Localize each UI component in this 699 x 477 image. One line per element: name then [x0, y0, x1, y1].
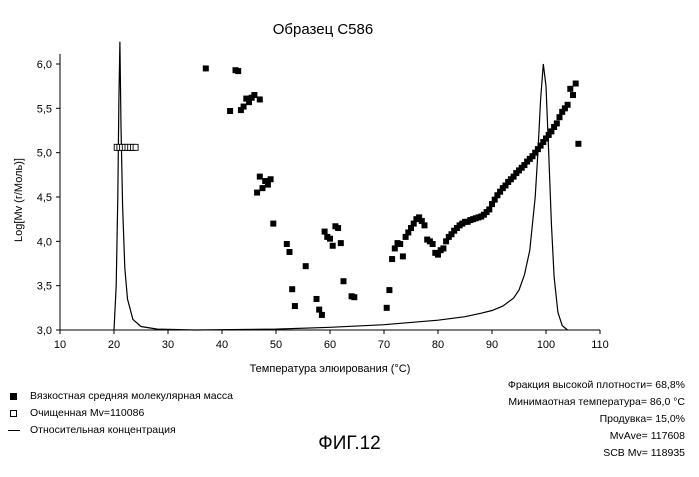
legend: Вязкостная средняя молекулярная масса Оч… [8, 388, 233, 439]
viscosity-point [384, 305, 390, 311]
viscosity-point [430, 241, 436, 247]
concentration-line [114, 42, 568, 330]
viscosity-point [389, 256, 395, 262]
x-tick-label: 10 [54, 339, 66, 351]
viscosity-point [567, 86, 573, 92]
legend-item-viscosity: Вязкостная средняя молекулярная масса [8, 388, 233, 405]
x-tick-label: 60 [324, 339, 336, 351]
viscosity-point [203, 65, 209, 71]
concentration-series [114, 42, 568, 330]
figure-caption: ФИГ.12 [0, 433, 699, 455]
viscosity-point [486, 206, 492, 212]
viscosity-point [335, 225, 341, 231]
viscosity-point [575, 141, 581, 147]
x-axis: 10 20 30 40 50 60 70 80 90 100 110 [54, 330, 609, 351]
viscosity-point [573, 81, 579, 87]
viscosity-series [203, 65, 582, 317]
viscosity-point [422, 222, 428, 228]
viscosity-point [570, 92, 576, 98]
x-tick-label: 40 [216, 339, 228, 351]
viscosity-point [397, 241, 403, 247]
x-tick-label: 80 [432, 339, 444, 351]
x-tick-label: 100 [537, 339, 555, 351]
viscosity-point [257, 96, 263, 102]
stat-high-density-fraction: Фракция высокой плотности= 68,8% [508, 377, 685, 394]
viscosity-point [440, 245, 446, 251]
legend-item-purified: Очищенная Mv=110086 [8, 405, 233, 422]
y-tick-label: 5,5 [37, 103, 52, 115]
viscosity-point [235, 68, 241, 74]
open-square-icon [8, 409, 22, 419]
viscosity-point [330, 243, 336, 249]
stat-min-temperature: Минимаотная температура= 86,0 °C [508, 394, 685, 411]
viscosity-point [227, 108, 233, 114]
viscosity-point [316, 307, 322, 313]
viscosity-point [554, 120, 560, 126]
viscosity-point [400, 253, 406, 259]
y-tick-label: 3,0 [37, 325, 52, 337]
viscosity-point [257, 174, 263, 180]
viscosity-point [327, 236, 333, 242]
y-tick-label: 4,5 [37, 192, 52, 204]
viscosity-point [289, 286, 295, 292]
viscosity-point [303, 263, 309, 269]
legend-label-viscosity: Вязкостная средняя молекулярная масса [30, 388, 233, 405]
x-tick-label: 20 [108, 339, 120, 351]
y-axis: 3,0 3,5 4,0 4,5 5,0 5,5 6,0 [37, 59, 60, 337]
chart: Образец С586 10 20 30 40 50 60 70 80 90 100 110 3,… [0, 0, 699, 380]
viscosity-point [314, 296, 320, 302]
viscosity-point [392, 245, 398, 251]
viscosity-point [254, 190, 260, 196]
purified-series [114, 144, 138, 150]
viscosity-point [319, 312, 325, 318]
x-tick-label: 30 [162, 339, 174, 351]
x-tick-label: 110 [591, 339, 609, 351]
y-tick-label: 3,5 [37, 281, 52, 293]
viscosity-point [268, 176, 274, 182]
y-axis-label: Log[Mv (г/Моль)] [13, 158, 25, 242]
stat-purge: Продувка= 15,0% [508, 411, 685, 428]
x-axis-label: Температура элюирования (°C) [250, 363, 411, 375]
x-tick-label: 50 [270, 339, 282, 351]
legend-label-purified: Очищенная Mv=110086 [30, 405, 144, 422]
viscosity-point [260, 185, 266, 191]
viscosity-point [292, 303, 298, 309]
viscosity-point [287, 249, 293, 255]
purified-point [133, 144, 138, 150]
viscosity-point [351, 294, 357, 300]
y-tick-label: 4,0 [37, 236, 52, 248]
viscosity-point [386, 287, 392, 293]
viscosity-point [341, 278, 347, 284]
x-tick-label: 70 [378, 339, 390, 351]
viscosity-point [338, 240, 344, 246]
filled-square-icon [8, 392, 22, 402]
viscosity-point [557, 114, 563, 120]
chart-title: Образец С586 [273, 21, 373, 38]
viscosity-point [270, 221, 276, 227]
viscosity-point [322, 229, 328, 235]
viscosity-point [284, 241, 290, 247]
viscosity-point [265, 182, 271, 188]
x-tick-label: 90 [486, 339, 498, 351]
viscosity-point [241, 104, 247, 110]
viscosity-point [251, 92, 257, 98]
viscosity-point [565, 102, 571, 108]
y-tick-label: 5,0 [37, 148, 52, 160]
y-tick-label: 6,0 [37, 59, 52, 71]
